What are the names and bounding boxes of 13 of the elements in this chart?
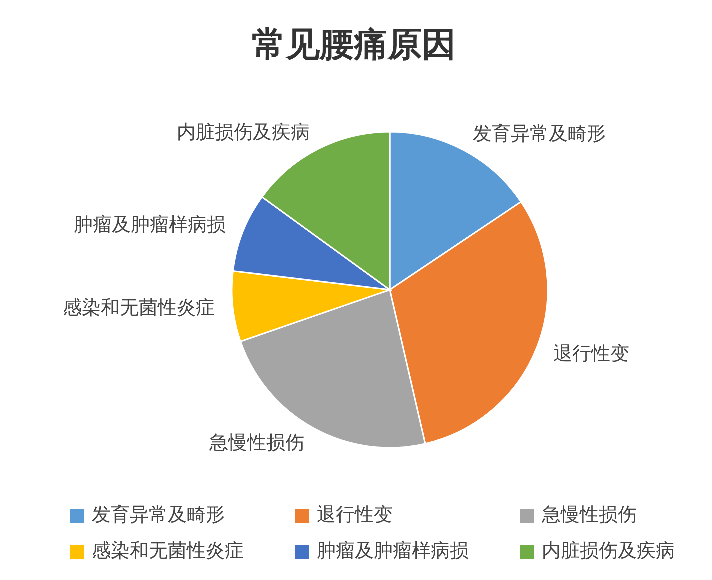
legend-label: 感染和无菌性炎症 — [92, 540, 244, 562]
legend-label: 内脏损伤及疾病 — [542, 540, 675, 562]
slice-label: 发育异常及畸形 — [472, 122, 606, 145]
slice-label: 急慢性损伤 — [208, 432, 305, 454]
slice-label: 退行性变 — [554, 342, 630, 365]
chart-title: 常见腰痛原因 — [252, 25, 456, 65]
slice-label: 肿瘤及肿瘤样病损 — [74, 214, 226, 236]
slice-label: 内脏损伤及疾病 — [177, 121, 310, 144]
legend-label: 退行性变 — [317, 504, 393, 526]
legend-label: 急慢性损伤 — [541, 504, 637, 526]
slice-label: 感染和无菌性炎症 — [63, 296, 216, 319]
legend-label: 发育异常及畸形 — [92, 504, 225, 526]
legend-label: 肿瘤及肿瘤样病损 — [317, 540, 469, 562]
